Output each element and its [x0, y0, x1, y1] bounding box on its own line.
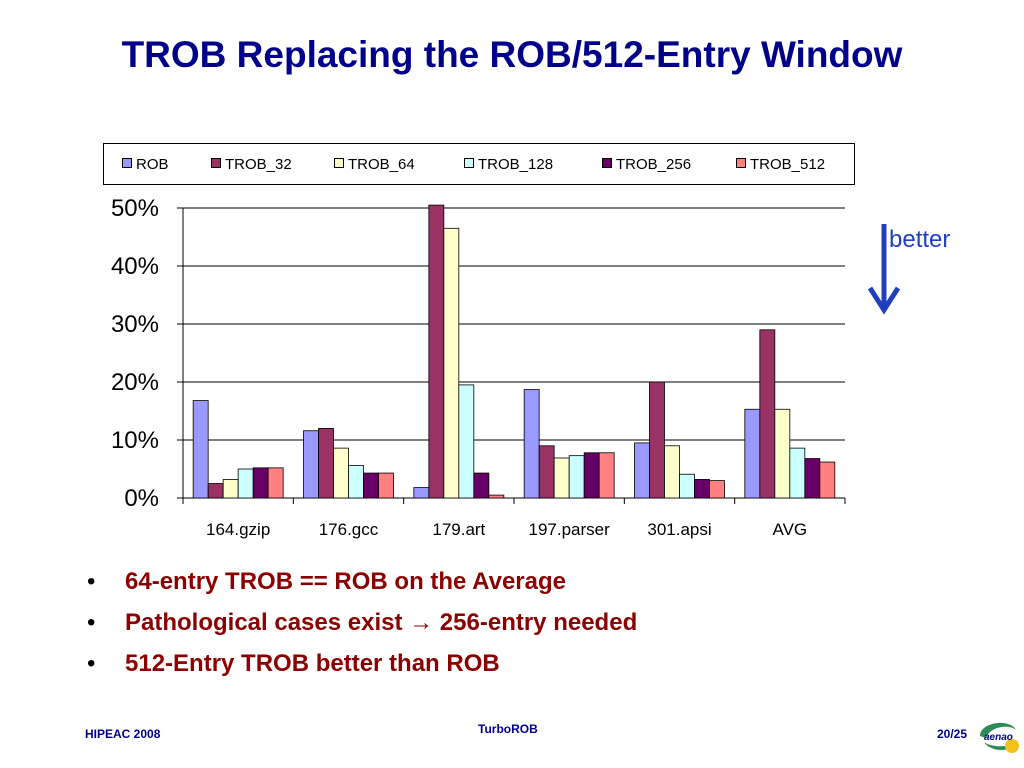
legend-item: TROB_64: [334, 156, 415, 173]
bar: [664, 445, 680, 499]
legend-item: ROB: [122, 156, 169, 173]
bar: [488, 494, 505, 499]
bar: [744, 408, 761, 499]
x-tick-label: 301.apsi: [647, 520, 711, 539]
bar: [583, 452, 600, 499]
slide-title: TROB Replacing the ROB/512-Entry Window: [121, 34, 903, 75]
legend-label: TROB_32: [225, 156, 292, 173]
bar: [222, 479, 239, 499]
x-tick-label: 164.gzip: [206, 520, 270, 539]
bar: [252, 467, 269, 499]
bar: [413, 487, 430, 499]
bar: [348, 465, 364, 499]
bar: [694, 479, 710, 499]
down-arrow-icon: [867, 224, 901, 315]
legend-item: TROB_512: [736, 156, 825, 173]
legend-swatch: [122, 158, 132, 168]
legend-item: TROB_128: [464, 156, 553, 173]
logo-text: aenao: [984, 732, 1013, 743]
bar: [568, 455, 585, 499]
bar: [473, 472, 490, 499]
legend-swatch: [602, 158, 612, 168]
y-tick-label: 40%: [111, 253, 159, 280]
bullet-dot-icon: •: [87, 650, 96, 677]
bar: [819, 461, 836, 499]
bar: [538, 445, 555, 499]
y-tick-label: 10%: [111, 427, 159, 454]
legend-label: TROB_256: [616, 156, 692, 173]
y-tick-label: 20%: [111, 369, 159, 396]
bar: [523, 389, 540, 499]
bar: [428, 204, 445, 499]
x-tick-label: 176.gcc: [319, 520, 379, 539]
bullet-text: 512-Entry TROB better than ROB: [125, 650, 500, 677]
legend-label: TROB_128: [478, 156, 554, 173]
legend-label: TROB_64: [348, 156, 415, 173]
bar: [553, 457, 570, 499]
bar: [789, 447, 806, 499]
bar: [759, 329, 776, 499]
bullet-text: Pathological cases exist: [125, 609, 410, 636]
y-tick-label: 50%: [111, 195, 159, 222]
bar: [634, 442, 650, 499]
bar: [679, 473, 695, 499]
bar: [192, 400, 209, 499]
bar: [649, 381, 665, 499]
bullet-item: • 512-Entry TROB better than ROB: [87, 650, 637, 691]
bullet-dot-icon: •: [87, 568, 96, 595]
legend-swatch: [211, 158, 221, 168]
right-arrow-icon: →: [409, 609, 434, 636]
bar: [774, 408, 791, 499]
legend-item: TROB_256: [602, 156, 691, 173]
bar: [303, 430, 319, 499]
legend-label: ROB: [136, 156, 169, 173]
bullet-item: • Pathological cases exist → 256-entry n…: [87, 609, 637, 650]
aenao-logo: aenao: [980, 722, 1019, 753]
bar: [267, 467, 284, 499]
chart-legend: ROB TROB_32 TROB_64 TROB_128 TROB_256 TROB_51…: [103, 143, 855, 185]
y-tick-label: 30%: [111, 311, 159, 338]
bullet-item: • 64-entry TROB == ROB on the Average: [87, 568, 637, 609]
legend-swatch: [464, 158, 474, 168]
bullet-list: • 64-entry TROB == ROB on the Average • …: [87, 568, 637, 691]
footer-topic: TurboROB: [478, 722, 538, 736]
legend-label: TROB_512: [750, 156, 826, 173]
x-tick-label: 179.art: [432, 520, 485, 539]
legend-swatch: [736, 158, 746, 168]
x-tick-label: 197.parser: [529, 520, 611, 539]
bullet-text: 256-entry needed: [433, 609, 638, 636]
bar: [709, 480, 725, 499]
better-annotation: better: [889, 226, 951, 253]
bullet-text: 64-entry TROB == ROB on the Average: [125, 568, 566, 595]
bar: [318, 427, 334, 499]
bar: [443, 227, 460, 499]
legend-swatch: [334, 158, 344, 168]
bar: [363, 472, 379, 499]
bullet-dot-icon: •: [87, 609, 96, 636]
x-tick-label: AVG: [773, 520, 808, 539]
bar: [804, 458, 821, 499]
footer-page-number: 20/25: [937, 727, 968, 741]
bar: [333, 447, 349, 499]
footer-conference: HIPEAC 2008: [85, 727, 161, 741]
y-tick-label: 0%: [124, 485, 159, 512]
bar: [458, 384, 475, 499]
bar: [378, 472, 394, 499]
legend-item: TROB_32: [211, 156, 292, 173]
bar: [207, 483, 224, 499]
bar: [598, 452, 615, 499]
bar: [237, 468, 254, 499]
